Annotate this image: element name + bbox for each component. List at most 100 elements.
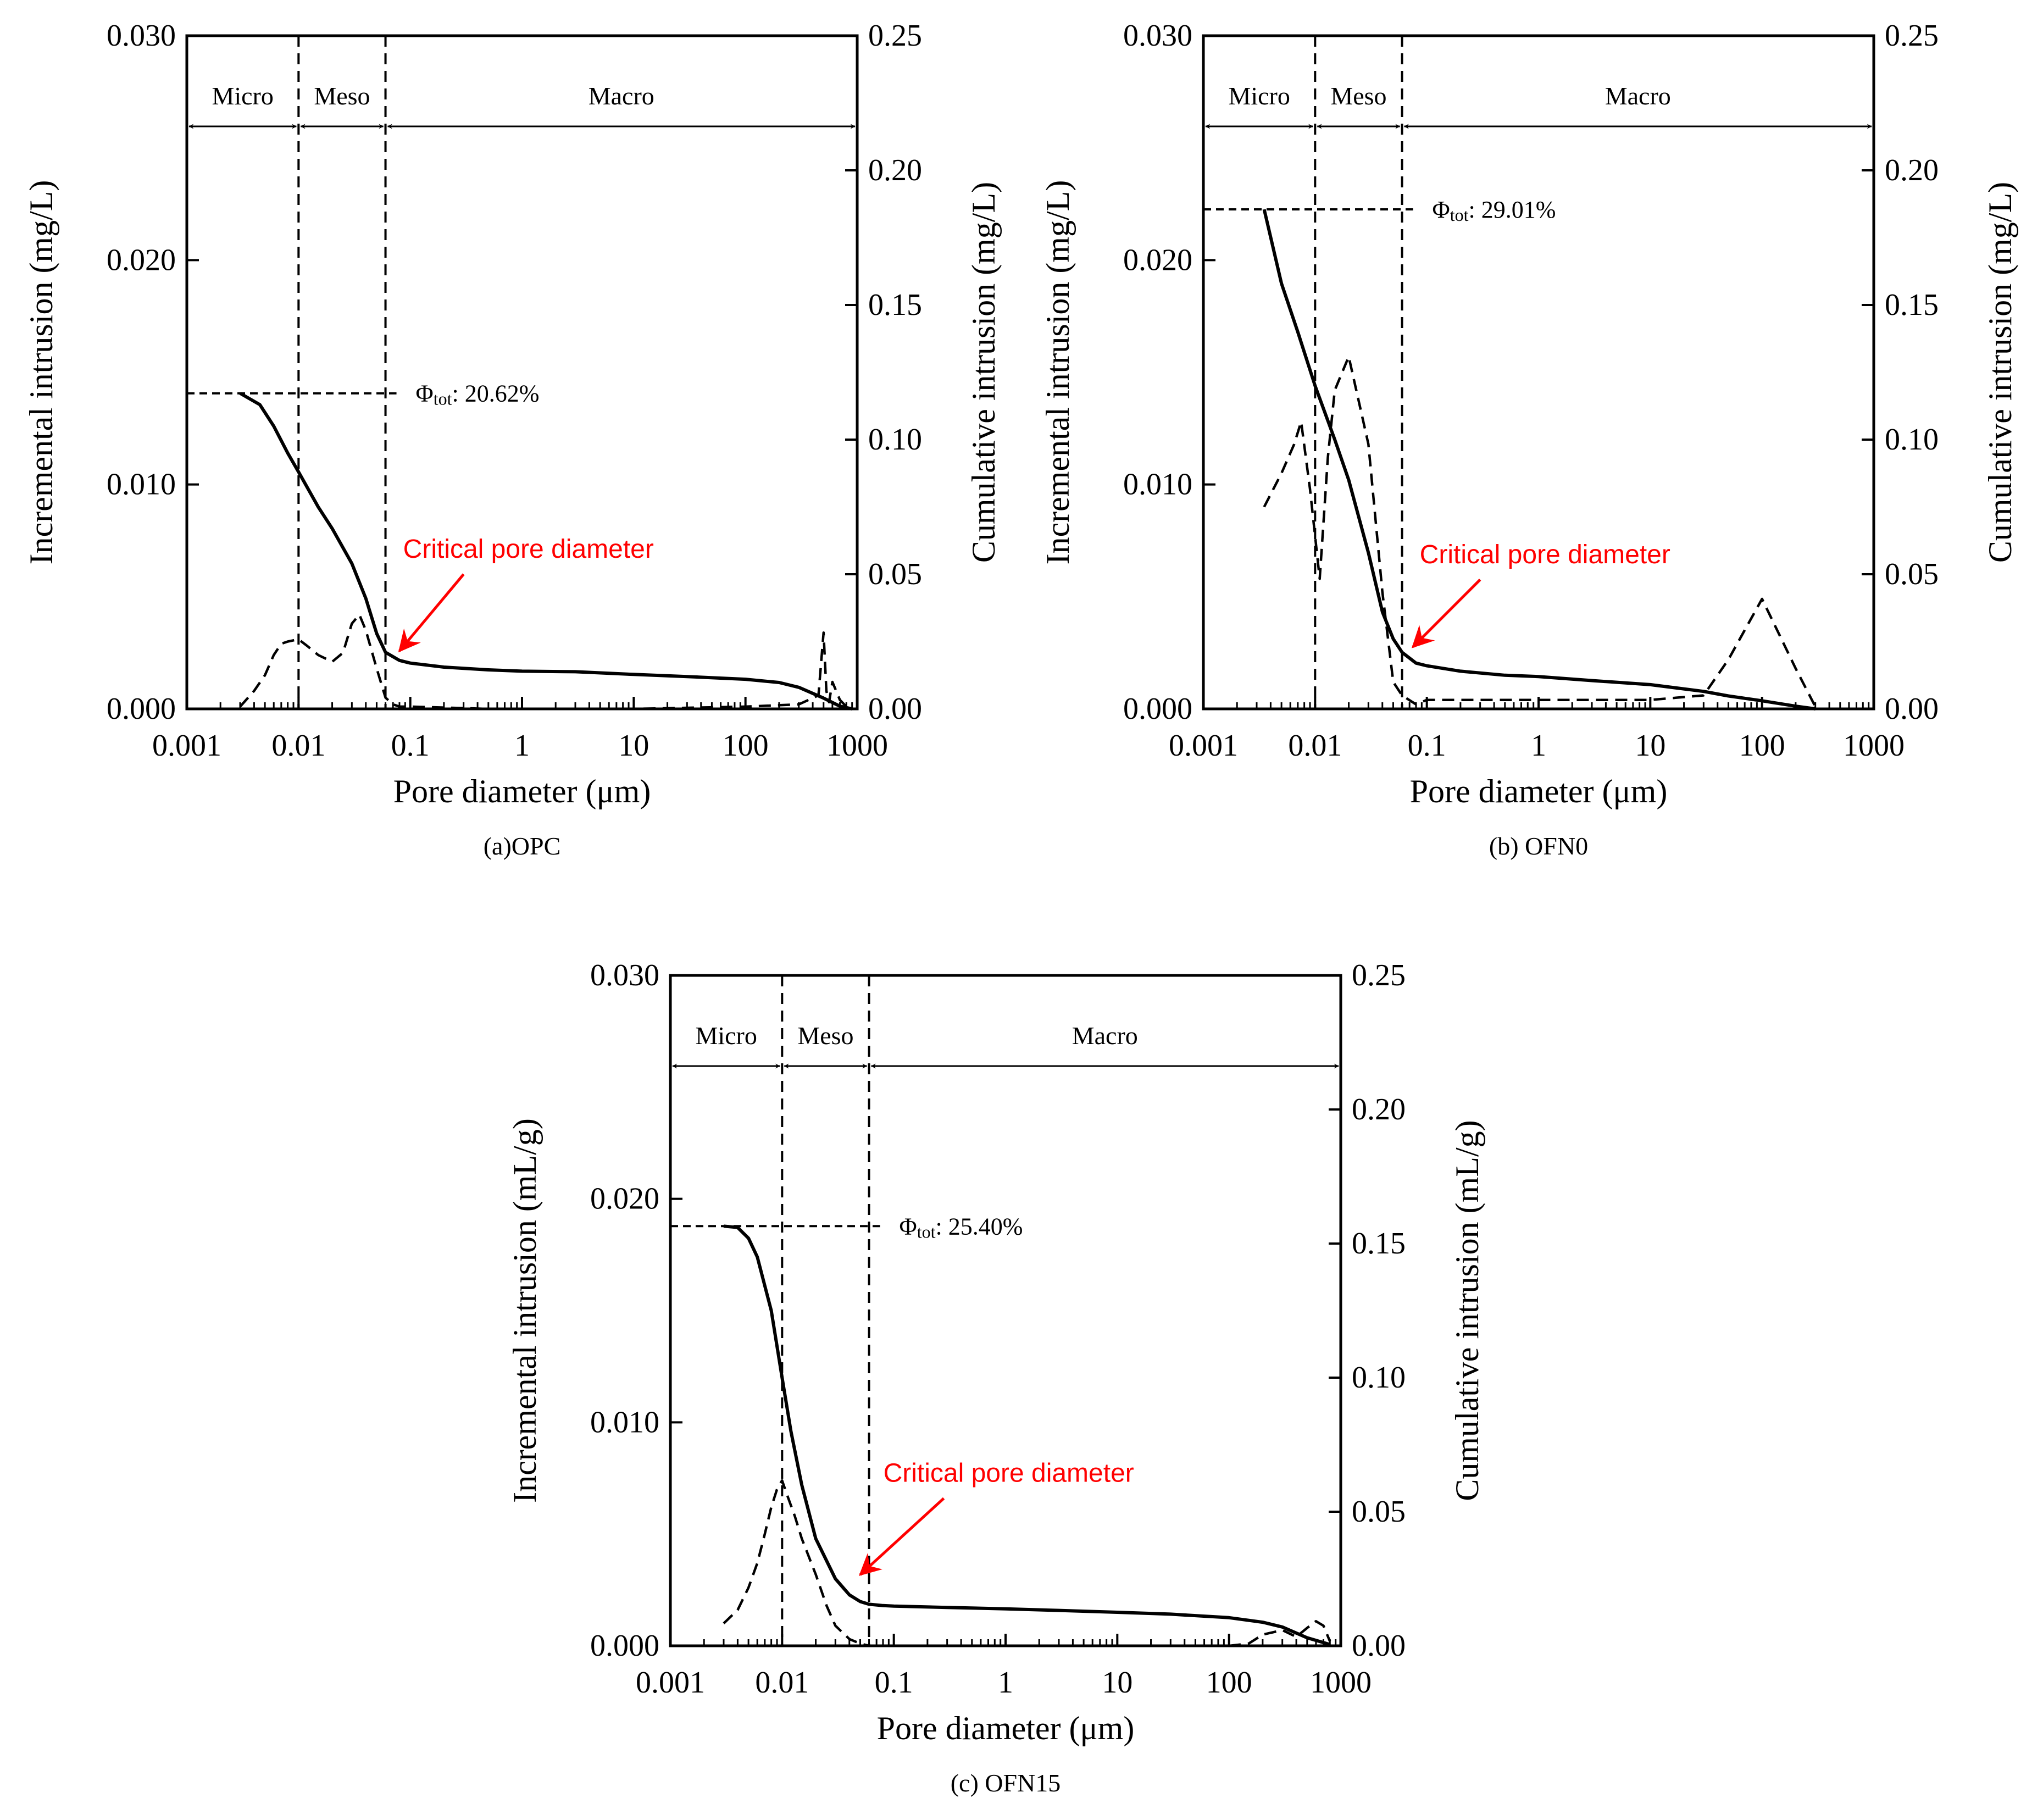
- x-tick-label: 10: [1102, 1666, 1132, 1700]
- phi-value: : 20.62%: [452, 380, 540, 407]
- chart-panel-3: 0.001 0.01 0.1 1 10 100 1000 0.000 0.010 0.020 0.0…: [507, 958, 1485, 1797]
- y-left-tick-label: 0.010: [107, 468, 176, 502]
- zone-label-meso: Meso: [314, 82, 370, 110]
- y-right-tick-label: 0.25: [868, 19, 922, 53]
- y-left-tick-label: 0.030: [1123, 19, 1192, 53]
- phi-symbol: Φ: [416, 380, 434, 407]
- incremental-intrusion-line: [239, 613, 847, 711]
- x-tick-label: 100: [1206, 1666, 1252, 1700]
- y-left-tick-label: 0.000: [1123, 692, 1192, 726]
- total-porosity-label: Φtot: 29.01%: [1433, 196, 1556, 225]
- cumulative-intrusion-line: [1262, 209, 1816, 711]
- y-left-tick-label: 0.030: [590, 958, 659, 992]
- cumulative-intrusion-line: [239, 392, 853, 711]
- y-right-axis-label: Cumulative intrusion (mg/L): [965, 182, 1002, 563]
- x-tick-label: 1: [1531, 729, 1546, 763]
- y-right-tick-label: 0.10: [868, 423, 922, 457]
- x-tick-label: 100: [1739, 729, 1785, 763]
- plot-frame: [1202, 34, 1875, 711]
- y-right-tick-label: 0.25: [1352, 958, 1406, 992]
- y-right-tick-label: 0.15: [868, 288, 922, 322]
- plot-frame: [185, 34, 859, 711]
- zone-label-macro: Macro: [1072, 1022, 1138, 1050]
- zone-label-micro: Micro: [1228, 82, 1290, 110]
- x-axis-label: Pore diameter (μm): [877, 1710, 1135, 1746]
- incremental-intrusion-line: [723, 1479, 1331, 1647]
- critical-pore-arrow: [398, 573, 465, 653]
- total-porosity-label: Φtot: 20.62%: [416, 380, 540, 409]
- chart-panel-2: 0.001 0.01 0.1 1 10 100 1000 0.000 0.010 0.020 0.0…: [1040, 19, 2018, 860]
- zone-label-meso: Meso: [797, 1022, 853, 1050]
- zone-label-macro: Macro: [1605, 82, 1671, 110]
- phi-symbol: Φ: [900, 1213, 917, 1240]
- y-left-tick-label: 0.020: [1123, 243, 1192, 277]
- y-left-tick-label: 0.000: [107, 692, 176, 726]
- y-right-tick-label: 0.10: [1885, 423, 1939, 457]
- y-right-tick-label: 0.05: [868, 557, 922, 591]
- y-right-tick-label: 0.05: [1352, 1495, 1406, 1529]
- y-right-axis-label: Cumulative intrusion (mL/g): [1449, 1120, 1485, 1501]
- y-right-tick-label: 0.15: [1885, 288, 1939, 322]
- y-right-tick-label: 0.20: [1352, 1092, 1406, 1127]
- total-porosity-label: Φtot: 25.40%: [900, 1213, 1023, 1241]
- y-right-tick-label: 0.20: [1885, 153, 1939, 187]
- chart-caption: (a)OPC: [484, 832, 561, 860]
- y-left-tick-label: 0.010: [1123, 468, 1192, 502]
- phi-subscript: tot: [1450, 205, 1469, 225]
- y-left-axis-label: Incremental intrusion (mL/g): [507, 1118, 543, 1503]
- critical-pore-label: Critical pore diameter: [403, 535, 654, 564]
- y-right-tick-label: 0.00: [868, 692, 922, 726]
- x-tick-label: 100: [723, 729, 769, 763]
- critical-pore-label: Critical pore diameter: [884, 1459, 1134, 1488]
- x-tick-label: 0.1: [875, 1666, 913, 1700]
- cumulative-intrusion-line: [723, 1224, 1331, 1646]
- y-right-tick-label: 0.25: [1885, 19, 1939, 53]
- critical-pore-label: Critical pore diameter: [1420, 540, 1670, 569]
- x-tick-label: 1: [998, 1666, 1013, 1700]
- y-left-tick-label: 0.020: [107, 243, 176, 277]
- x-tick-label: 1000: [1843, 729, 1905, 763]
- zone-label-micro: Micro: [212, 82, 273, 110]
- x-axis-label: Pore diameter (μm): [393, 773, 651, 809]
- y-right-tick-label: 0.10: [1352, 1361, 1406, 1395]
- y-left-tick-label: 0.000: [590, 1629, 659, 1663]
- phi-subscript: tot: [434, 389, 452, 409]
- phi-value: : 25.40%: [936, 1213, 1023, 1240]
- x-tick-label: 0.1: [391, 729, 430, 763]
- y-left-axis-label: Incremental intrusion (mg/L): [23, 180, 59, 565]
- y-right-axis-label: Cumulative intrusion (mg/L): [1982, 182, 2018, 563]
- y-right-tick-label: 0.20: [868, 153, 922, 187]
- incremental-intrusion-line: [1263, 355, 1817, 707]
- zone-label-meso: Meso: [1330, 82, 1386, 110]
- x-tick-label: 0.001: [1169, 729, 1238, 763]
- y-left-axis-label: Incremental intrusion (mg/L): [1040, 180, 1076, 565]
- x-tick-label: 1000: [826, 729, 888, 763]
- x-tick-label: 1: [514, 729, 530, 763]
- x-tick-label: 0.01: [755, 1666, 809, 1700]
- x-axis-label: Pore diameter (μm): [1410, 773, 1668, 809]
- critical-pore-arrow: [1411, 579, 1481, 648]
- critical-pore-arrow: [858, 1497, 945, 1576]
- x-tick-label: 0.01: [271, 729, 325, 763]
- zone-label-micro: Micro: [695, 1022, 757, 1050]
- y-right-tick-label: 0.00: [1885, 692, 1939, 726]
- chart-panel-1: 0.001 0.01 0.1 1 10 100 1000 0.000 0.010 0.020 0.0…: [23, 19, 1002, 860]
- zone-label-macro: Macro: [589, 82, 654, 110]
- x-tick-label: 0.01: [1288, 729, 1342, 763]
- x-tick-label: 10: [618, 729, 649, 763]
- phi-subscript: tot: [917, 1222, 936, 1241]
- phi-symbol: Φ: [1433, 196, 1450, 223]
- x-tick-label: 0.001: [636, 1666, 705, 1700]
- x-tick-label: 10: [1635, 729, 1666, 763]
- phi-value: : 29.01%: [1469, 196, 1556, 223]
- x-tick-label: 0.001: [152, 729, 221, 763]
- y-left-tick-label: 0.010: [590, 1405, 659, 1439]
- x-tick-label: 1000: [1310, 1666, 1372, 1700]
- x-tick-label: 0.1: [1408, 729, 1446, 763]
- y-left-tick-label: 0.030: [107, 19, 176, 53]
- y-right-tick-label: 0.15: [1352, 1227, 1406, 1261]
- chart-caption: (b) OFN0: [1489, 832, 1588, 860]
- y-right-tick-label: 0.05: [1885, 557, 1939, 591]
- y-right-tick-label: 0.00: [1352, 1629, 1406, 1663]
